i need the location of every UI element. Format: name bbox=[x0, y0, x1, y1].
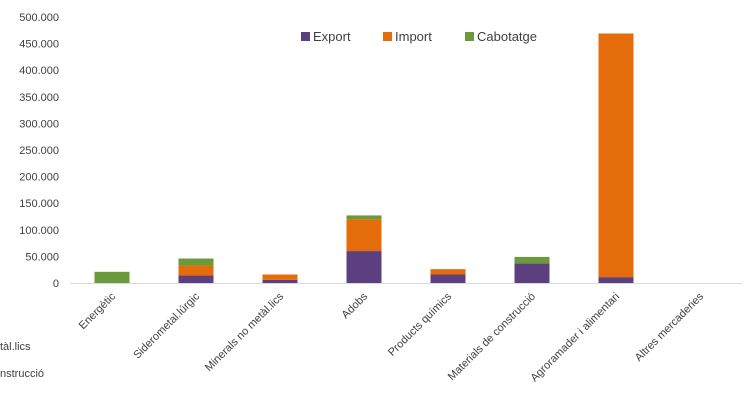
legend-swatch-cabotatge bbox=[465, 32, 474, 41]
x-tick-label: Products químics bbox=[386, 290, 454, 358]
x-tick-label: Minerals no metàl.lics bbox=[203, 290, 287, 374]
bar-segment-cabotatge bbox=[346, 215, 382, 220]
legend-label-import: Import bbox=[395, 29, 432, 44]
clipped-category-label-1: tàl.lics bbox=[0, 341, 31, 353]
x-tick-label: Materials de construcció bbox=[446, 291, 538, 383]
bar-segment-import bbox=[598, 33, 634, 278]
y-tick-label: 300.000 bbox=[19, 118, 59, 130]
x-tick-label: Altres mercaderies bbox=[633, 290, 707, 364]
bar-segment-cabotatge bbox=[94, 271, 130, 283]
legend-label-cabotatge: Cabotatge bbox=[477, 29, 537, 44]
y-tick-label: 50.000 bbox=[25, 251, 59, 263]
bar-segment-export bbox=[346, 251, 382, 283]
legend-swatch-export bbox=[301, 32, 310, 41]
y-tick-label: 150.000 bbox=[19, 198, 59, 210]
legend-label-export: Export bbox=[313, 29, 351, 44]
bar-segment-export bbox=[598, 277, 634, 283]
bars bbox=[94, 33, 634, 283]
x-tick-label: Siderometal.lúrgic bbox=[131, 290, 202, 361]
y-tick-label: 200.000 bbox=[19, 172, 59, 184]
bar-segment-cabotatge bbox=[514, 256, 550, 264]
x-tick-label: Agroramader i alimentari bbox=[528, 291, 622, 385]
bar-segment-export bbox=[178, 275, 214, 283]
y-tick-label: 100.000 bbox=[19, 225, 59, 237]
y-tick-label: 450.000 bbox=[19, 39, 59, 51]
x-tick-label: Adobs bbox=[340, 290, 371, 321]
legend: Export Import Cabotatge bbox=[301, 29, 537, 44]
legend-swatch-import bbox=[383, 32, 392, 41]
y-tick-label: 0 bbox=[53, 278, 59, 290]
x-tick-label: Energètic bbox=[77, 290, 119, 332]
y-tick-label: 250.000 bbox=[19, 145, 59, 157]
bar-segment-cabotatge bbox=[178, 258, 214, 266]
y-tick-label: 500.000 bbox=[19, 12, 59, 24]
bar-segment-import bbox=[178, 265, 214, 276]
x-axis-labels: Energètic Siderometal.lúrgic Minerals no m… bbox=[77, 290, 707, 384]
bar-segment-import bbox=[430, 269, 466, 275]
clipped-category-label-2: nstrucció bbox=[0, 368, 45, 380]
y-axis: 0 50.000 100.000 150.000 200.000 250.000 300.0… bbox=[19, 12, 59, 290]
y-tick-label: 400.000 bbox=[19, 65, 59, 77]
y-tick-label: 350.000 bbox=[19, 92, 59, 104]
bar-segment-export bbox=[430, 274, 466, 283]
bar-segment-import bbox=[262, 274, 298, 280]
bar-segment-import bbox=[346, 219, 382, 252]
bar-segment-export bbox=[514, 263, 550, 283]
bar-segment-export bbox=[262, 279, 298, 283]
